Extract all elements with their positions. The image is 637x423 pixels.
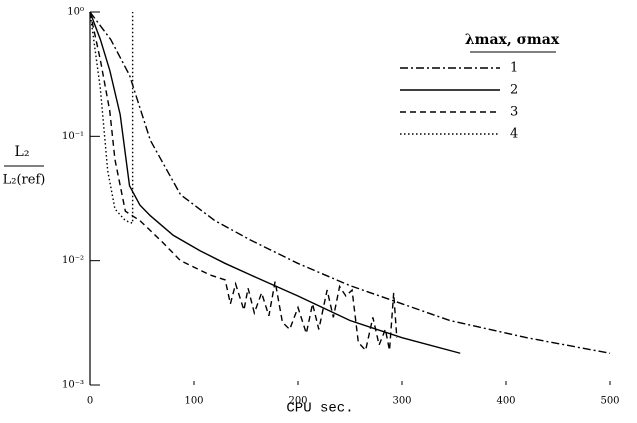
legend-title: λmax, σmax [465,32,560,48]
series-line [89,11,398,352]
y-tick-label: 10⁻² [62,255,84,266]
y-tick-label: 10⁻³ [62,380,84,391]
legend-label: 1 [510,61,518,76]
x-tick-label: 500 [600,396,619,407]
legend-label: 4 [510,127,518,142]
x-axis-label: CPU sec. [286,401,353,417]
legend-label: 3 [510,105,518,120]
y-axis-label-denominator: L₂(ref) [3,173,46,188]
x-tick-label: 200 [288,396,307,407]
series-line [89,11,461,354]
x-tick-label: 300 [392,396,411,407]
y-tick-label: 10⁻¹ [62,131,84,142]
legend-label: 2 [510,83,518,98]
y-axis-label-numerator: L₂ [15,144,30,160]
x-tick-label: 0 [87,396,93,407]
series-line [89,11,611,354]
x-tick-label: 400 [496,396,515,407]
y-tick-label: 10⁰ [67,7,84,18]
x-tick-label: 100 [184,396,203,407]
